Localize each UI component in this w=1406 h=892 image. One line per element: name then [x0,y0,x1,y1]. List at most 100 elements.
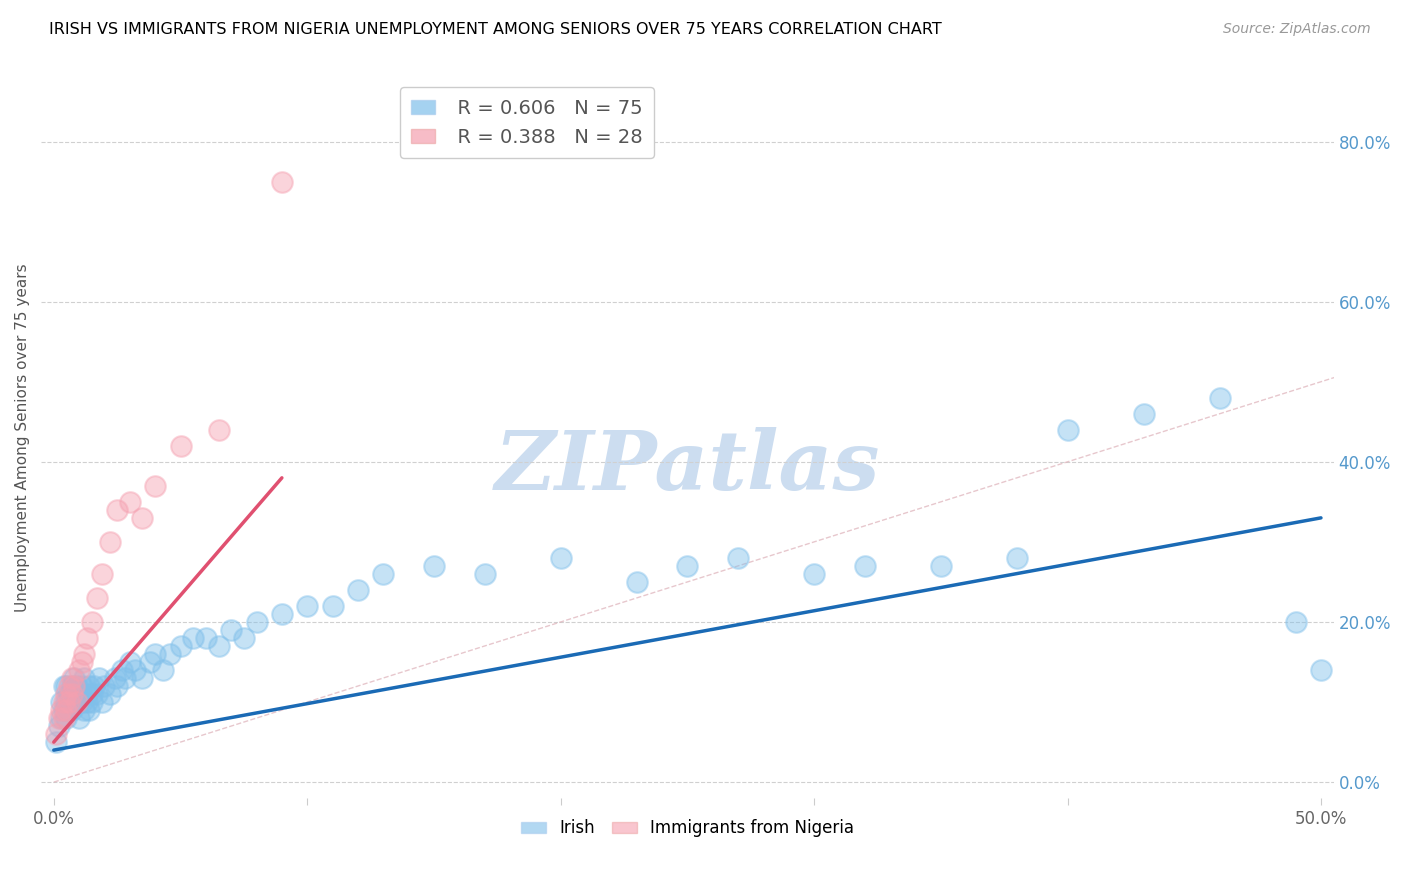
Point [67,711,90,725]
Point [727,550,749,565]
Point [93,679,115,693]
Point [86,591,108,605]
Point [676,558,699,573]
Point [45,735,67,749]
Point [63,671,86,685]
Point [347,582,370,597]
Point [373,566,395,581]
Point [55,695,77,709]
Text: ZIPatlas: ZIPatlas [495,426,880,507]
Point [131,671,153,685]
Point [194,631,217,645]
Point [51,711,73,725]
Point [73,703,96,717]
Point [104,671,127,685]
Point [76,631,98,645]
Point [1005,550,1028,565]
Point [67,687,90,701]
Point [98,535,121,549]
Point [51,703,73,717]
Point [181,631,204,645]
Point [159,647,181,661]
Point [60,687,83,701]
Point [219,623,242,637]
Point [45,727,67,741]
Text: Source: ZipAtlas.com: Source: ZipAtlas.com [1223,22,1371,37]
Point [86,687,108,701]
Point [55,687,77,701]
Point [207,423,229,437]
Point [67,695,90,709]
Point [550,550,572,565]
Point [65,695,87,709]
Point [929,558,952,573]
Point [52,703,75,717]
Point [76,695,98,709]
Point [232,631,254,645]
Point [118,655,141,669]
Point [83,679,105,693]
Point [89,671,111,685]
Point [1132,407,1154,421]
Point [270,607,292,621]
Point [48,711,70,725]
Point [169,439,191,453]
Point [73,671,96,685]
Text: IRISH VS IMMIGRANTS FROM NIGERIA UNEMPLOYMENT AMONG SENIORS OVER 75 YEARS CORREL: IRISH VS IMMIGRANTS FROM NIGERIA UNEMPLO… [49,22,942,37]
Point [322,599,344,613]
Point [474,566,496,581]
Point [63,679,86,693]
Point [143,647,166,661]
Point [803,566,825,581]
Point [77,703,100,717]
Point [80,687,103,701]
Point [58,703,80,717]
Point [626,574,648,589]
Point [423,558,446,573]
Point [70,679,93,693]
Point [245,615,267,629]
Point [105,503,128,517]
Point [114,671,136,685]
Point [207,639,229,653]
Point [270,175,292,189]
Point [118,495,141,509]
Point [91,695,114,709]
Point [65,679,87,693]
Point [77,679,100,693]
Point [98,687,121,701]
Point [1310,663,1333,677]
Point [91,566,114,581]
Point [65,695,87,709]
Point [60,679,83,693]
Point [55,711,77,725]
Point [60,671,83,685]
Point [853,558,876,573]
Point [76,687,98,701]
Y-axis label: Unemployment Among Seniors over 75 years: Unemployment Among Seniors over 75 years [15,263,30,612]
Point [52,679,75,693]
Point [48,719,70,733]
Point [139,655,162,669]
Point [73,647,96,661]
Point [63,687,86,701]
Point [131,511,153,525]
Point [124,663,146,677]
Point [60,703,83,717]
Point [111,663,134,677]
Point [297,599,319,613]
Point [80,695,103,709]
Point [60,695,83,709]
Point [1056,423,1078,437]
Point [55,703,77,717]
Point [70,695,93,709]
Point [58,695,80,709]
Point [105,679,128,693]
Point [55,679,77,693]
Point [143,479,166,493]
Point [51,695,73,709]
Point [58,679,80,693]
Point [152,663,174,677]
Point [52,711,75,725]
Point [1284,615,1306,629]
